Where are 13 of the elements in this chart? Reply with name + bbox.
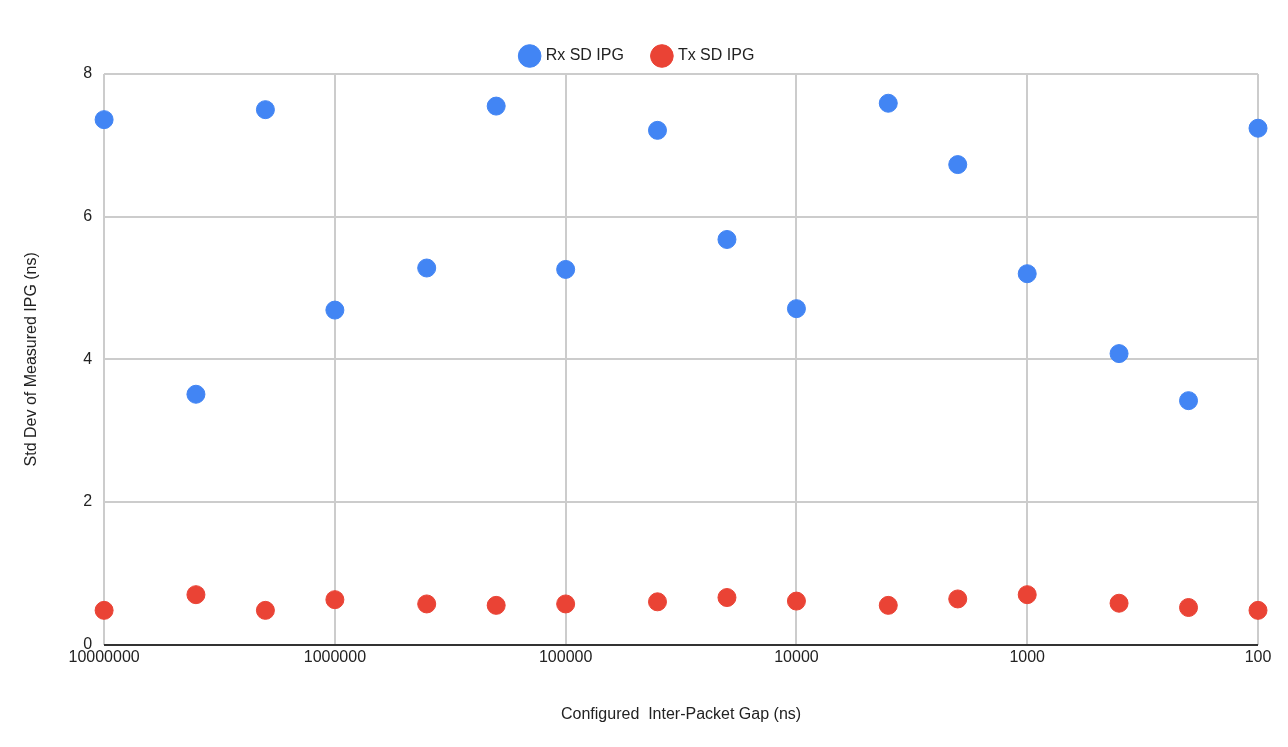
x-tick-label: 10000 bbox=[774, 647, 819, 665]
x-tick-label: 100 bbox=[1244, 647, 1272, 665]
x-tick-label: 100000 bbox=[538, 647, 593, 665]
y-axis-title: Std Dev of Measured IPG (ns) bbox=[22, 252, 40, 467]
y-tick-label: 2 bbox=[83, 492, 93, 510]
x-axis-title: Configured Inter-Packet Gap (ns) bbox=[560, 704, 802, 722]
y-tick-label: 8 bbox=[83, 64, 93, 82]
legend-label: Tx SD IPG bbox=[677, 46, 755, 64]
x-tick-label: 1000000 bbox=[303, 647, 367, 665]
y-tick-label: 4 bbox=[83, 349, 93, 367]
y-tick-label: 6 bbox=[83, 207, 93, 225]
legend-label: Rx SD IPG bbox=[545, 46, 624, 64]
x-tick-label: 1000 bbox=[1009, 647, 1046, 665]
